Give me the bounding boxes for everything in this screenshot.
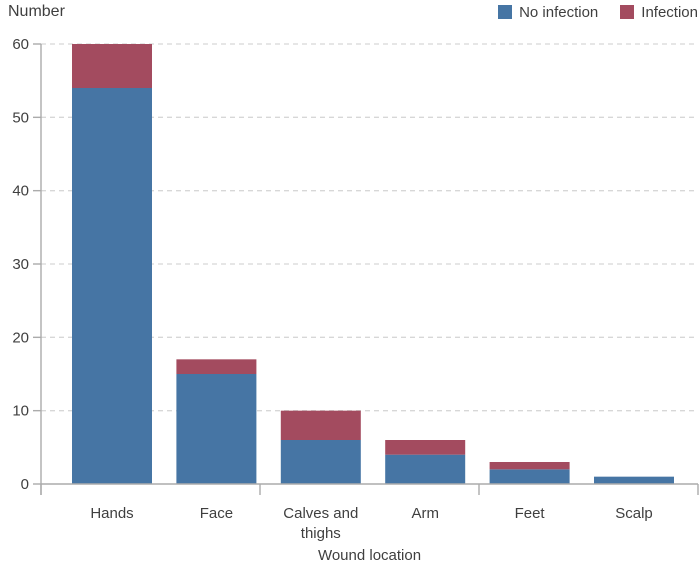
- y-tick-label-20: 20: [12, 329, 29, 346]
- x-axis-title: Wound location: [317, 547, 422, 564]
- legend-swatch-infection: [620, 5, 635, 19]
- bar-calves-and-thighs-no-infection: [280, 440, 361, 484]
- y-tick-label-10: 10: [12, 403, 29, 420]
- x-category-label-feet: Feet: [515, 505, 546, 522]
- y-tick-label-60: 60: [12, 36, 29, 53]
- legend-item-no-infection: No infection: [498, 4, 598, 21]
- bar-feet-no-infection: [489, 469, 570, 484]
- bar-arm-no-infection: [385, 454, 466, 484]
- x-category-label-calves-and-thighs-line2: thighs: [301, 525, 341, 542]
- bar-face-infection: [176, 359, 257, 374]
- y-tick-label-50: 50: [12, 109, 29, 126]
- bar-hands-infection: [72, 44, 152, 88]
- bar-hands-no-infection: [72, 88, 152, 484]
- bar-face-no-infection: [176, 374, 257, 484]
- legend: No infection Infection: [498, 3, 698, 21]
- x-category-label-face: Face: [200, 505, 233, 522]
- bar-feet-infection: [489, 462, 570, 470]
- legend-item-infection: Infection: [620, 4, 698, 21]
- x-category-label-scalp: Scalp: [615, 505, 653, 522]
- y-tick-label-30: 30: [12, 256, 29, 273]
- y-tick-label-40: 40: [12, 183, 29, 200]
- bar-scalp-no-infection: [594, 476, 674, 484]
- legend-label-infection: Infection: [641, 3, 698, 21]
- bar-arm-infection: [385, 440, 466, 455]
- y-tick-label-0: 0: [21, 476, 29, 493]
- y-axis-title: Number: [8, 3, 65, 20]
- x-category-label-calves-and-thighs-line1: Calves and: [283, 505, 358, 522]
- bar-calves-and-thighs-infection: [280, 410, 361, 440]
- x-category-label-hands: Hands: [90, 505, 133, 522]
- x-category-label-arm: Arm: [411, 505, 439, 522]
- legend-label-no-infection: No infection: [519, 3, 599, 21]
- legend-swatch-no-infection: [498, 5, 513, 19]
